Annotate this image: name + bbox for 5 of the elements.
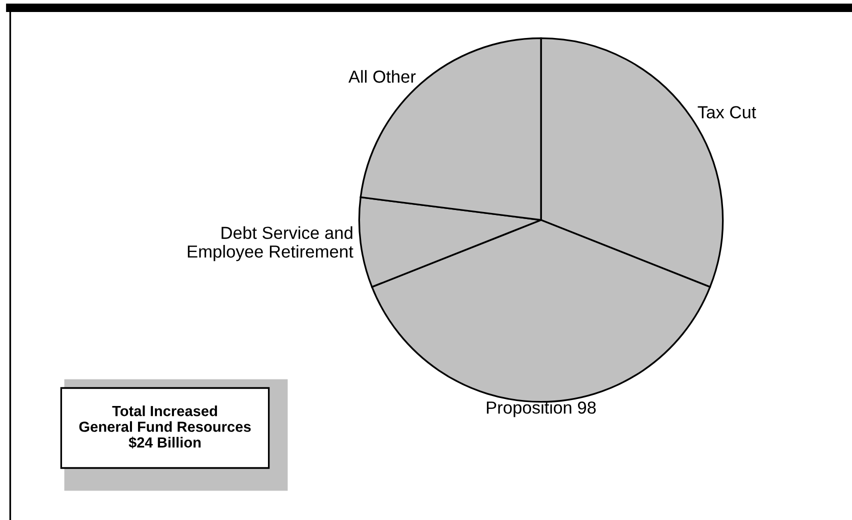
slice-label: All Other: [348, 70, 416, 83]
slice-label: Proposition 98: [486, 401, 596, 418]
text: Total Increased General Fund Resources $24 Billion: [79, 405, 251, 449]
slice-label: Tax Cut: [698, 106, 756, 118]
slice-label: Debt Service and Employee Retirement: [188, 226, 354, 262]
